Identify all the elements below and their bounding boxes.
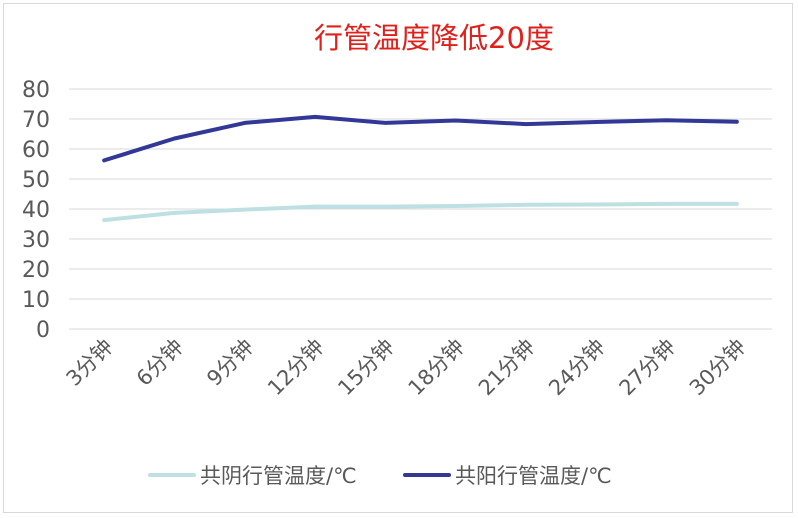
y-tick-label: 40 — [22, 198, 50, 223]
legend-label: 共阴行管温度/℃ — [200, 464, 357, 488]
legend-label: 共阳行管温度/℃ — [455, 464, 612, 488]
chart-title: 行管温度降低20度 — [314, 21, 554, 55]
y-tick-label: 20 — [22, 258, 50, 283]
x-tick-label: 6分钟 — [132, 335, 188, 391]
series-line-1 — [102, 201, 739, 223]
x-tick-label: 24分钟 — [544, 335, 610, 401]
x-tick-label: 30分钟 — [685, 335, 751, 401]
x-tick-label: 12分钟 — [263, 335, 329, 401]
x-tick-label: 21分钟 — [474, 335, 540, 401]
y-tick-label: 80 — [22, 78, 50, 103]
y-tick-label: 0 — [36, 318, 50, 343]
y-tick-label: 60 — [22, 138, 50, 163]
y-tick-label: 30 — [22, 228, 50, 253]
y-tick-label: 50 — [22, 168, 50, 193]
series-line-2 — [102, 114, 739, 163]
y-tick-label: 70 — [22, 108, 50, 133]
x-tick-label: 27分钟 — [615, 335, 681, 401]
x-tick-label: 15分钟 — [333, 335, 399, 401]
y-tick-label: 10 — [22, 288, 50, 313]
x-tick-label: 18分钟 — [404, 335, 470, 401]
x-tick-label: 3分钟 — [62, 335, 118, 391]
x-tick-label: 9分钟 — [202, 335, 258, 391]
chart-frame — [3, 3, 793, 513]
